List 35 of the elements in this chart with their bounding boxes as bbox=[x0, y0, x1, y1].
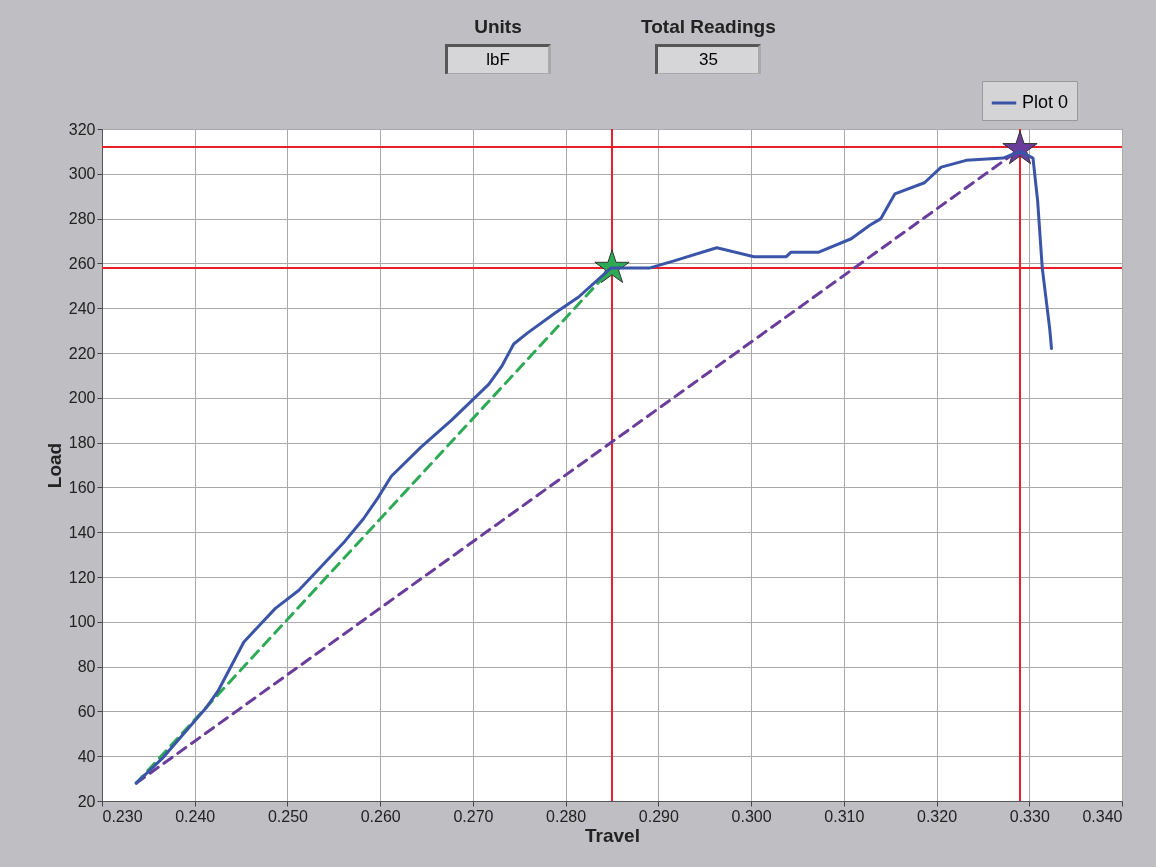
y-axis-title: Load bbox=[43, 442, 65, 489]
x-tick-label: 0.250 bbox=[267, 807, 309, 825]
text: 35 bbox=[655, 44, 762, 76]
legend-label: Plot 0 bbox=[1022, 92, 1069, 112]
text: Units bbox=[474, 16, 522, 38]
x-tick-label: 0.330 bbox=[1009, 807, 1050, 825]
x-tick-label: 0.340 bbox=[1082, 807, 1123, 825]
x-tick-label: 0.230 bbox=[102, 807, 143, 825]
x-tick-label: 0.300 bbox=[731, 807, 772, 825]
text: Total Readings bbox=[641, 16, 776, 38]
y-tick-label: 320 bbox=[68, 120, 96, 138]
y-tick-label: 80 bbox=[77, 658, 96, 676]
x-tick-label: 0.240 bbox=[175, 807, 216, 825]
x-axis-title: Travel bbox=[585, 824, 640, 846]
x-tick-label: 0.260 bbox=[360, 807, 401, 825]
y-tick-label: 300 bbox=[68, 165, 96, 183]
y-tick-label: 240 bbox=[68, 299, 96, 317]
y-tick-label: 100 bbox=[68, 613, 96, 631]
y-tick-label: 20 bbox=[77, 792, 96, 810]
y-tick-label: 280 bbox=[68, 210, 96, 228]
y-tick-label: 140 bbox=[68, 523, 96, 541]
y-tick-label: 260 bbox=[68, 254, 96, 272]
text: lbF bbox=[445, 44, 551, 76]
y-tick-label: 220 bbox=[68, 344, 96, 362]
y-tick-label: 200 bbox=[68, 389, 96, 407]
x-tick-label: 0.290 bbox=[638, 807, 679, 825]
x-tick-label: 0.320 bbox=[917, 807, 958, 825]
y-tick-label: 160 bbox=[68, 478, 96, 496]
y-tick-label: 180 bbox=[68, 434, 96, 452]
y-tick-label: 120 bbox=[68, 568, 96, 586]
y-tick-label: 60 bbox=[77, 702, 96, 720]
x-tick-label: 0.270 bbox=[453, 807, 494, 825]
x-tick-label: 0.280 bbox=[546, 807, 587, 825]
y-tick-label: 40 bbox=[77, 747, 96, 765]
x-tick-label: 0.310 bbox=[824, 807, 865, 825]
